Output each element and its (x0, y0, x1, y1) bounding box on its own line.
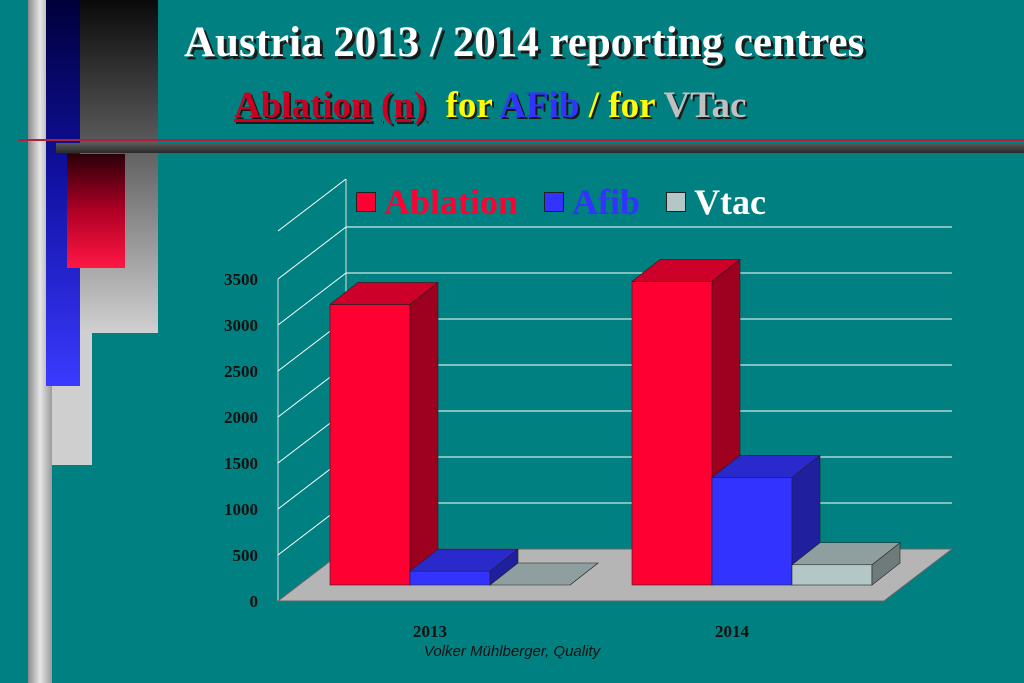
legend-item-ablation: Ablation (356, 181, 518, 223)
bar-front (791, 564, 873, 586)
bar-top (631, 259, 741, 282)
y-tick-label: 0 (250, 592, 259, 611)
legend-label-vtac: Vtac (694, 182, 767, 222)
y-tick-label: 1000 (224, 500, 258, 519)
bar-top (711, 455, 821, 478)
title-rule (18, 139, 1024, 141)
subtitle-n: (n) (381, 85, 427, 126)
bar-afib-2013 (409, 548, 519, 586)
bar-front (329, 304, 411, 586)
x-tick-label: 2014 (715, 622, 750, 641)
gridline-side (277, 178, 347, 232)
y-tick-label: 1500 (224, 454, 258, 473)
legend-item-vtac: Vtac (666, 181, 766, 223)
bar-vtac-2014 (791, 542, 901, 586)
subtitle-vtac: VTac (663, 85, 747, 126)
bar-ablation-2013 (329, 281, 439, 586)
legend-swatch-vtac (666, 192, 687, 212)
bar-afib-2014 (711, 454, 821, 586)
bar-vtac-2013 (489, 562, 599, 586)
gridline-side (277, 226, 347, 280)
subtitle-ablation: Ablation (234, 85, 372, 126)
subtitle-for-2: / for (588, 85, 655, 126)
subtitle-for: for (445, 85, 493, 126)
legend-swatch-ablation (356, 192, 376, 212)
title-rule-shadow (56, 143, 1024, 153)
bar-top (409, 548, 519, 572)
x-tick-label: 2013 (413, 622, 447, 641)
bar-front (711, 477, 793, 586)
gridline-side (277, 272, 347, 326)
y-tick-label: 3000 (224, 316, 258, 335)
subtitle-afib: AFib (499, 85, 580, 126)
page-title: Austria 2013 / 2014 reporting centres (184, 19, 865, 66)
legend-label-ablation: Ablation (384, 182, 519, 222)
bar-side (409, 281, 439, 586)
y-tick-label: 500 (233, 546, 259, 565)
legend-swatch-afib (544, 192, 565, 212)
y-axis-ticks: 0 500 1000 1500 2000 2500 3000 3500 (224, 270, 258, 611)
y-tick-label: 2000 (224, 408, 258, 427)
chart-bars (329, 258, 901, 586)
y-tick-label: 3500 (224, 270, 258, 289)
chart-legend: Ablation Afib Vtac (356, 180, 792, 224)
page-subtitle: Ablation (n) for AFib / for VTac (234, 84, 746, 127)
x-axis-ticks: 2013 2014 (413, 622, 750, 641)
bar-front (631, 281, 713, 586)
y-tick-label: 2500 (224, 362, 258, 381)
bar-top (489, 562, 599, 586)
decor-red-block (67, 154, 125, 268)
footer-credit: Volker Mühlberger, Quality (423, 643, 601, 660)
legend-item-afib: Afib (544, 181, 640, 223)
legend-label-afib: Afib (572, 182, 641, 222)
bar-top (329, 282, 439, 305)
bar-front (409, 570, 491, 586)
bar-top (791, 542, 901, 566)
